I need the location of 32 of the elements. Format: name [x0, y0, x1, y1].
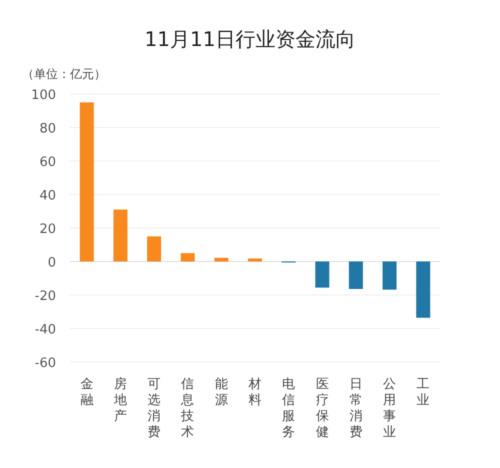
bar — [248, 258, 262, 262]
x-tick-label: 公用事业 — [383, 377, 396, 440]
y-tick-label: 100 — [31, 88, 56, 103]
bar — [315, 262, 330, 288]
y-tick-label: 0 — [48, 256, 56, 270]
y-tick-label: -40 — [34, 322, 56, 338]
y-tick-label: -20 — [34, 289, 56, 304]
y-tick-label: 20 — [39, 222, 56, 237]
x-tick-label: 日常消费 — [349, 377, 362, 440]
bar — [113, 210, 128, 262]
chart-title: 11月11日行业资金流向 — [144, 27, 356, 51]
bar — [147, 236, 162, 262]
bar — [180, 253, 195, 262]
x-tick-label: 信息技术 — [180, 377, 194, 440]
y-axis-title: （单位：亿元） — [22, 67, 106, 81]
x-tick-label: 可选消费 — [148, 377, 161, 440]
x-tick-label: 房地产 — [112, 376, 127, 424]
x-tick-label: 电信服务 — [282, 377, 296, 440]
x-tick-label: 能源 — [214, 377, 228, 408]
y-tick-label: 60 — [39, 155, 56, 170]
y-tick-label: 80 — [39, 122, 56, 136]
x-tick-label: 工业 — [416, 377, 430, 408]
bar — [80, 102, 94, 262]
bar — [214, 258, 228, 262]
x-tick-label: 材料 — [248, 377, 262, 408]
y-tick-label: 40 — [39, 188, 56, 204]
x-tick-label: 医疗保健 — [316, 377, 329, 440]
bar — [382, 262, 397, 290]
bar — [416, 262, 430, 318]
y-tick-label: -60 — [34, 356, 56, 371]
x-tick-label: 金融 — [80, 377, 94, 408]
bar — [348, 262, 363, 289]
